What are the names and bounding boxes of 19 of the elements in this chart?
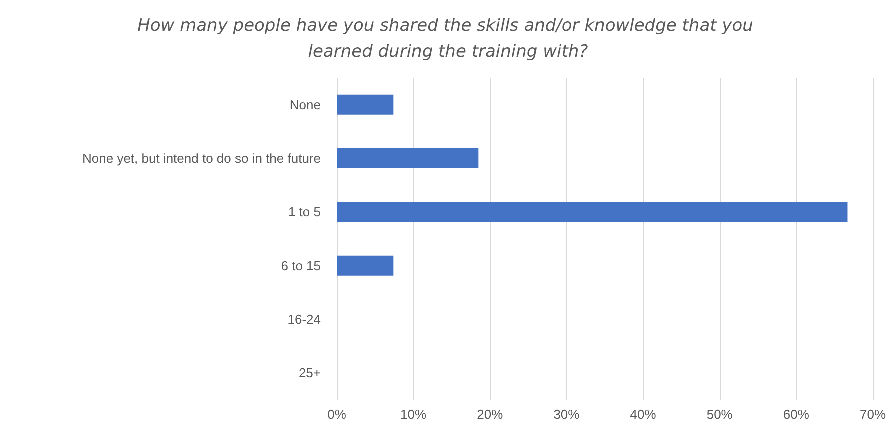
y-tick-label: 25+ xyxy=(298,366,321,381)
y-tick-label: 6 to 15 xyxy=(281,258,321,274)
x-tick-label: 30% xyxy=(554,407,580,422)
y-tick-label: None yet, but intend to do so in the future xyxy=(82,151,321,166)
chart-title: How many people have you shared the skills and/or knowledge that you learned during the training with? xyxy=(138,16,754,62)
y-tick-label: 16-24 xyxy=(288,312,321,327)
x-tick-label: 50% xyxy=(706,407,734,422)
bar xyxy=(337,148,479,168)
x-tick-label: 70% xyxy=(860,407,886,422)
y-tick-label: None xyxy=(290,97,321,112)
x-tick-label: 20% xyxy=(477,407,504,422)
x-tick-label: 60% xyxy=(783,407,810,422)
bar xyxy=(337,94,394,115)
x-tick-label: 10% xyxy=(400,407,428,422)
bar xyxy=(337,202,848,222)
y-tick-label: 1 to 5 xyxy=(288,204,321,220)
x-tick-label: 40% xyxy=(630,407,657,422)
x-tick-label: 0% xyxy=(328,407,347,422)
bar xyxy=(337,256,394,276)
